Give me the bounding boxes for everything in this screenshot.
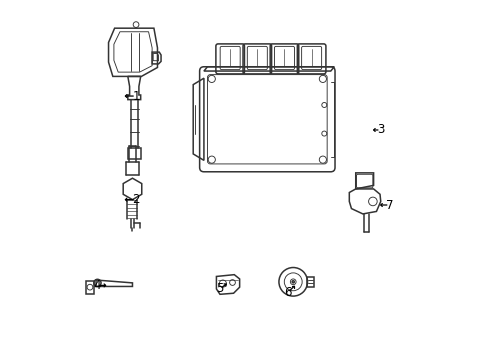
Text: 7: 7 [386, 198, 393, 212]
Text: 4: 4 [93, 279, 100, 292]
Text: 2: 2 [132, 193, 140, 206]
Text: 5: 5 [216, 283, 223, 296]
Text: 1: 1 [132, 90, 140, 103]
Text: 6: 6 [284, 286, 292, 299]
Text: 3: 3 [377, 123, 385, 136]
